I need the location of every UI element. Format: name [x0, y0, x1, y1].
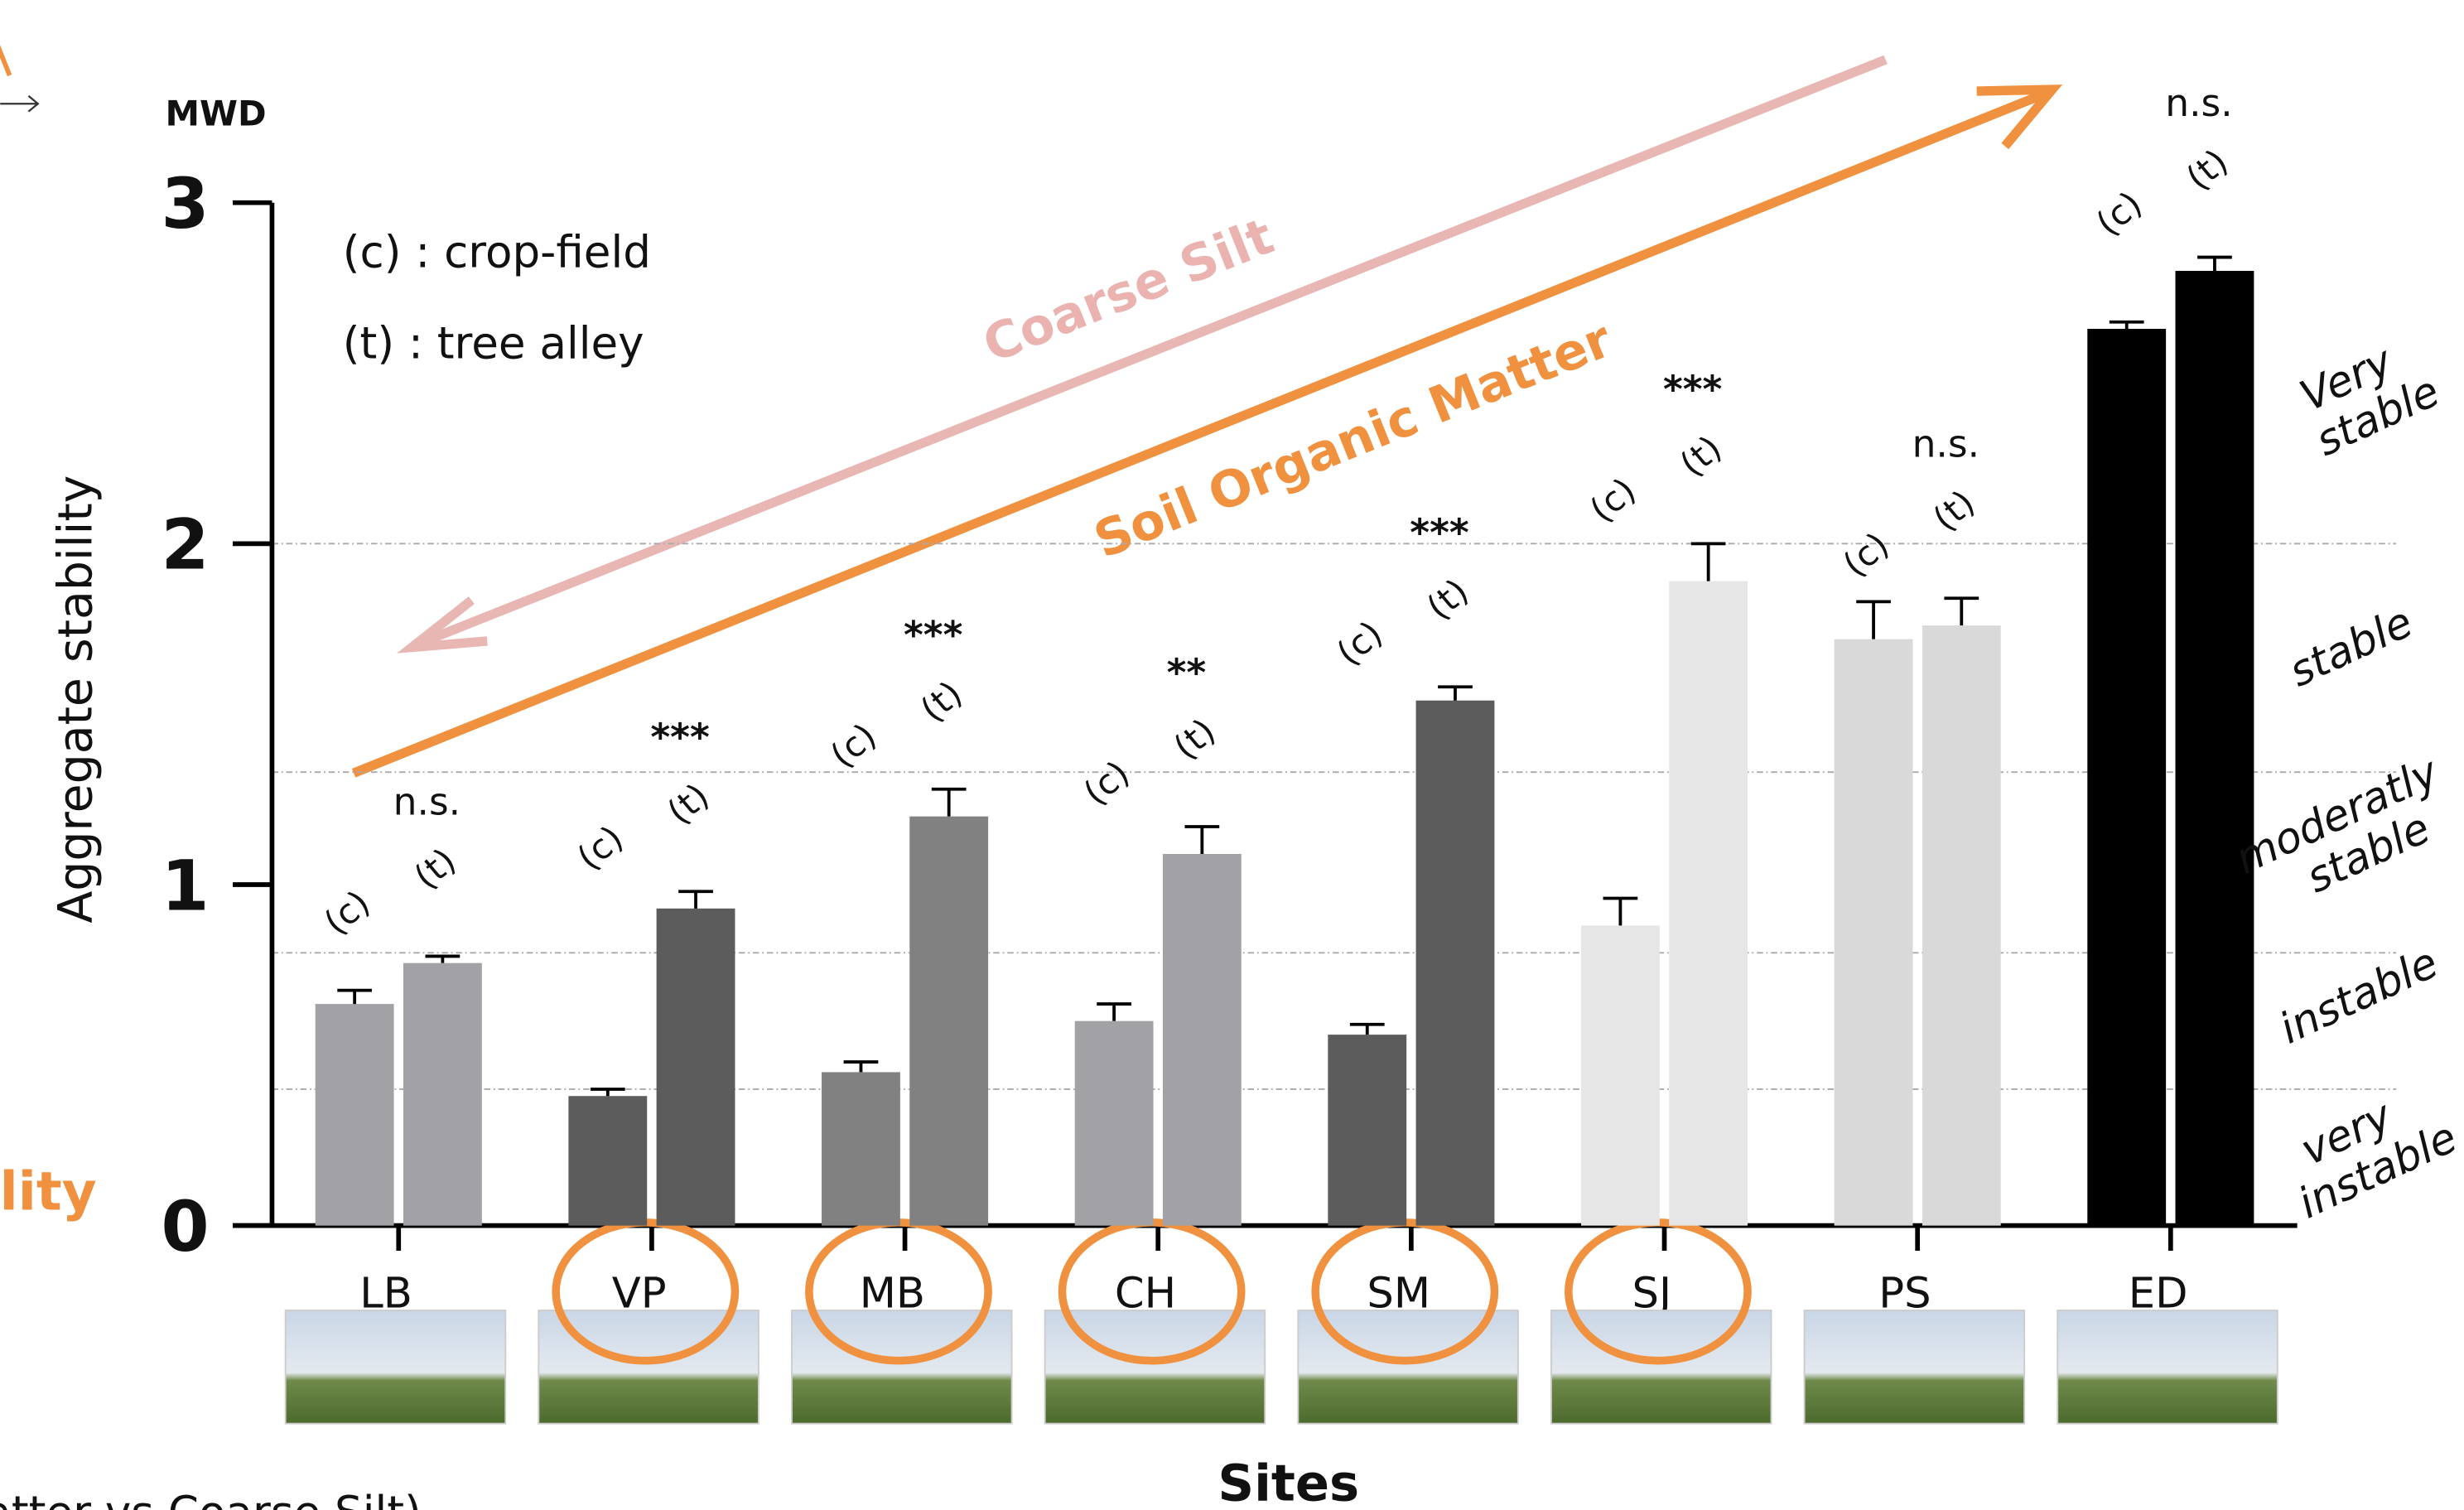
- bar-group-label: (c): [1328, 613, 1390, 673]
- bar-group-label: (c): [1076, 753, 1137, 813]
- bar-group-label: (t): [1672, 427, 1729, 485]
- bar-group-label: (t): [1166, 711, 1223, 768]
- y-axis-label: Aggregate stability: [48, 475, 103, 924]
- error-bar: [590, 1088, 625, 1097]
- bar: [403, 962, 482, 1226]
- cut-text: atter vs Coarse Silt): [0, 1487, 422, 1510]
- significance-label: n.s.: [1912, 422, 1980, 466]
- trend-arrow: [351, 88, 2050, 778]
- significance-label: n.s.: [2165, 81, 2233, 125]
- significance-label: ***: [650, 716, 709, 760]
- error-bar: [843, 1060, 879, 1073]
- bar: [1328, 1035, 1407, 1226]
- stability-class: Verystable: [2288, 324, 2447, 466]
- error-bar: [1856, 600, 1891, 639]
- bar-group-label: (t): [913, 673, 970, 730]
- bar: [1922, 625, 2001, 1226]
- stability-class: moderatlystable: [2228, 747, 2464, 927]
- error-bar: [678, 890, 713, 909]
- coarse-silt-arrow: [396, 55, 1888, 654]
- decoration: [0, 94, 40, 113]
- y-tick-label: 0: [161, 1187, 209, 1267]
- error-bar: [1944, 596, 1979, 626]
- bar: [822, 1072, 900, 1226]
- decoration: [0, 45, 12, 77]
- stability-class: veryinstable: [2271, 1070, 2464, 1229]
- site-photo: [2057, 1310, 2278, 1425]
- error-bar: [2197, 255, 2232, 272]
- bar: [1669, 581, 1748, 1226]
- trend-label: Coarse Silt: [976, 207, 1282, 374]
- bar-group-label: (c): [1835, 524, 1897, 585]
- bar-group-label: (c): [569, 818, 630, 878]
- significance-label: ***: [904, 613, 962, 657]
- significance-label: **: [1167, 650, 1207, 694]
- bar: [2175, 271, 2254, 1226]
- legend-entry: (t) : tree alley: [343, 318, 644, 369]
- stability-class-line: instable: [2272, 938, 2445, 1054]
- site-photo: [1803, 1310, 2026, 1425]
- legend-entry: (c) : crop-field: [343, 226, 651, 277]
- bar-group-label: (t): [1925, 482, 1982, 539]
- bar: [1834, 639, 1913, 1226]
- bar-group-label: (c): [822, 715, 884, 775]
- bar: [1162, 853, 1242, 1226]
- bar-group-label: (c): [1582, 470, 1643, 530]
- arrow-head: [396, 596, 488, 654]
- arrow-head: [1976, 84, 2063, 150]
- significance-label: ***: [1410, 511, 1468, 555]
- trend-arrow: [419, 55, 1888, 648]
- bar-group-label: (t): [407, 840, 464, 897]
- stability-class-line: stable: [2282, 597, 2420, 697]
- error-bar: [2109, 320, 2144, 330]
- stability-class: stable: [2282, 597, 2420, 697]
- y-tick-label: 3: [161, 164, 209, 244]
- cut-text: ility: [0, 1161, 97, 1223]
- significance-label: n.s.: [393, 780, 460, 824]
- bar: [1580, 925, 1660, 1226]
- bar: [2087, 329, 2167, 1226]
- bar: [1415, 700, 1495, 1226]
- error-bar: [931, 787, 967, 817]
- y-tick-label: 2: [161, 505, 209, 586]
- bar-group-label: (c): [2088, 183, 2149, 244]
- bar-group-label: (c): [316, 882, 378, 943]
- bar: [909, 816, 989, 1226]
- bar: [656, 908, 735, 1226]
- error-bar: [1184, 825, 1220, 854]
- som-arrow: [351, 84, 2063, 778]
- error-bar: [1097, 1002, 1131, 1021]
- bar-group-label: (t): [659, 775, 716, 832]
- error-bar: [337, 988, 373, 1005]
- y-unit: MWD: [165, 94, 266, 134]
- stability-class: instable: [2272, 938, 2445, 1054]
- x-axis-label: Sites: [1218, 1455, 1359, 1510]
- error-bar: [1603, 896, 1638, 926]
- error-bar: [1438, 685, 1473, 701]
- y-tick-label: 1: [161, 846, 209, 926]
- error-bar: [425, 954, 460, 963]
- bar-group-label: (t): [1419, 571, 1476, 628]
- site-photo: [284, 1310, 507, 1425]
- error-bar: [1349, 1022, 1385, 1035]
- bar: [315, 1004, 394, 1226]
- bar: [1074, 1020, 1154, 1226]
- bar: [568, 1096, 648, 1226]
- significance-label: ***: [1663, 368, 1722, 412]
- bar-group-label: (t): [2178, 141, 2235, 198]
- error-bar: [1690, 542, 1726, 581]
